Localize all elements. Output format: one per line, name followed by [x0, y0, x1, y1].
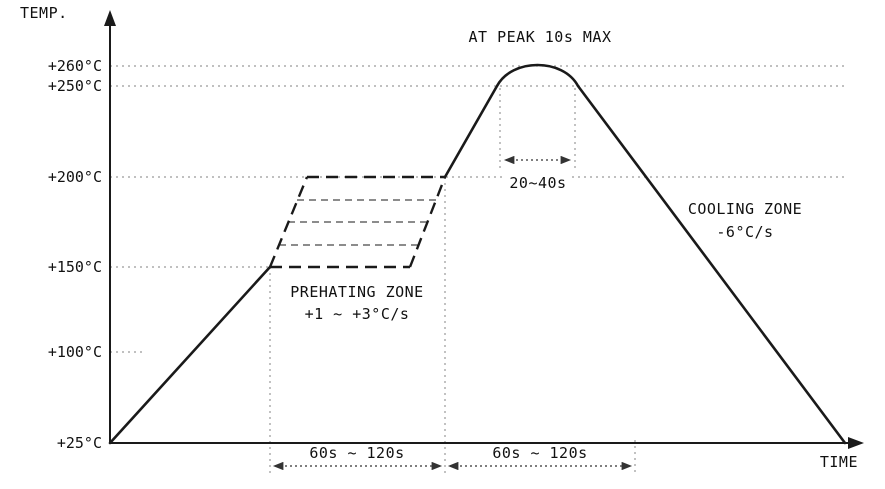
- tick-label-260: +260°C: [48, 57, 102, 75]
- peak-hold-label: AT PEAK 10s MAX: [469, 28, 612, 46]
- x-axis-arrow-icon: [848, 437, 864, 449]
- curve-peak-cooling-segment: [443, 63, 847, 445]
- preheat-band-right: [408, 176, 447, 268]
- preheat-duration-label: 60s ~ 120s: [309, 444, 404, 462]
- curve-rampup-segment: [108, 265, 272, 445]
- cooling-rate-label: -6°C/s: [716, 223, 773, 241]
- tick-label-100: +100°C: [48, 343, 102, 361]
- cooling-zone-label: COOLING ZONE: [688, 200, 802, 218]
- ramp-duration-label: 60s ~ 120s: [492, 444, 587, 462]
- tick-label-250: +250°C: [48, 77, 102, 95]
- y-axis-arrow-icon: [104, 10, 116, 26]
- tick-label-200: +200°C: [48, 168, 102, 186]
- y-axis-title: TEMP.: [20, 4, 68, 22]
- x-axis-title: TIME: [820, 453, 858, 471]
- preheat-zone-label: PREHATING ZONE: [290, 283, 423, 301]
- tick-label-150: +150°C: [48, 258, 102, 276]
- peak-width-label-bg: [506, 174, 570, 192]
- tick-label-25: +25°C: [57, 434, 102, 452]
- preheat-rate-label: +1 ~ +3°C/s: [305, 305, 410, 323]
- peak-width-label: 20~40s: [509, 174, 566, 192]
